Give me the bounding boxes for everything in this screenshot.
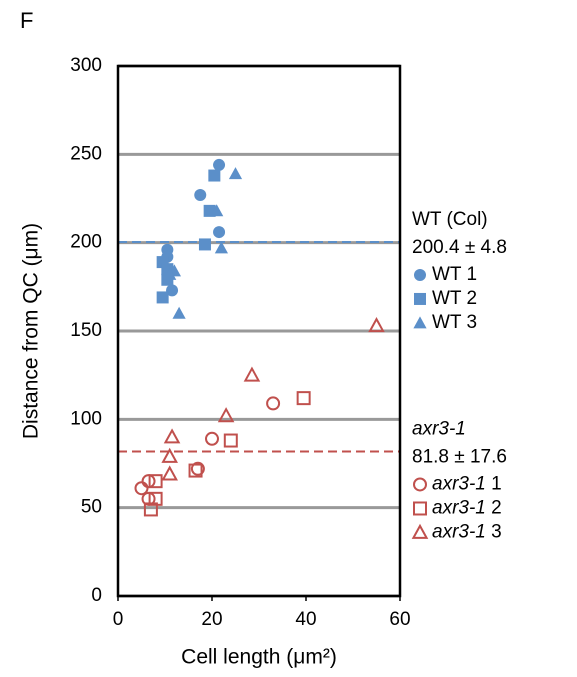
legend-label-italic: axr3-1 xyxy=(432,474,486,495)
data-point xyxy=(214,241,228,254)
y-tick-label: 100 xyxy=(70,408,102,429)
data-point xyxy=(213,158,226,171)
panel-label: F xyxy=(20,8,33,33)
data-point xyxy=(205,431,219,446)
legend-label: WT 1 xyxy=(432,264,477,285)
legend-label-italic: axr3-1 xyxy=(432,522,486,543)
x-tick-label: 60 xyxy=(389,609,410,630)
y-tick-label: 250 xyxy=(70,143,102,164)
y-tick-label: 150 xyxy=(70,320,102,341)
data-point xyxy=(143,502,158,517)
data-point xyxy=(217,407,235,423)
data-point xyxy=(163,428,181,444)
data-point xyxy=(296,391,311,406)
data-point xyxy=(161,465,178,481)
data-point xyxy=(166,284,179,297)
data-point xyxy=(141,491,156,506)
legend-label-rest: 2 xyxy=(486,498,502,519)
reference-stat: 200.4 ± 4.8 xyxy=(412,237,507,258)
legend-marker xyxy=(414,292,426,305)
data-point xyxy=(208,169,221,182)
y-tick-label: 300 xyxy=(70,55,102,76)
legend-label-rest: 1 xyxy=(486,474,502,495)
reference-label: WT (Col) xyxy=(412,209,488,230)
legend-label-italic: axr3-1 xyxy=(432,498,486,519)
x-axis-title: Cell length (μm²) xyxy=(181,646,337,669)
data-point xyxy=(198,238,211,251)
reference-label: axr3-1 xyxy=(412,419,466,440)
data-point xyxy=(156,291,169,304)
data-point xyxy=(141,474,156,489)
x-tick-label: 40 xyxy=(295,609,316,630)
data-point xyxy=(172,306,186,319)
legend-label-rest: 3 xyxy=(486,522,502,543)
plot-frame xyxy=(116,64,402,598)
data-point xyxy=(213,226,226,239)
data-point xyxy=(161,447,178,463)
legend-marker xyxy=(413,501,427,516)
x-tick-label: 0 xyxy=(113,609,124,630)
data-point xyxy=(188,463,203,478)
data-point xyxy=(266,396,281,411)
data-point xyxy=(228,167,243,180)
reference-stat: 81.8 ± 17.6 xyxy=(412,447,507,468)
x-tick-label: 20 xyxy=(201,609,222,630)
legend-label: WT 3 xyxy=(432,312,477,333)
data-point xyxy=(243,366,261,382)
legend-marker xyxy=(411,523,429,539)
legend-marker xyxy=(413,477,427,492)
y-tick-label: 200 xyxy=(70,232,102,253)
data-point xyxy=(210,204,224,217)
data-point xyxy=(148,491,163,506)
legend-marker xyxy=(413,316,427,329)
legend-marker xyxy=(414,268,426,281)
data-point xyxy=(134,481,149,496)
data-point xyxy=(223,433,238,448)
legend-label: WT 2 xyxy=(432,288,477,309)
y-tick-label: 50 xyxy=(81,497,102,518)
data-point xyxy=(148,474,163,489)
y-tick-label: 0 xyxy=(91,585,102,606)
data-point xyxy=(190,461,205,476)
y-axis-title: Distance from QC (μm) xyxy=(20,223,43,439)
data-point xyxy=(368,317,385,333)
data-point xyxy=(194,188,207,201)
legend-label: axr3-1 3 xyxy=(432,522,502,543)
legend-label: axr3-1 2 xyxy=(432,498,502,519)
legend-label: axr3-1 1 xyxy=(432,474,502,495)
data-point xyxy=(163,267,177,280)
